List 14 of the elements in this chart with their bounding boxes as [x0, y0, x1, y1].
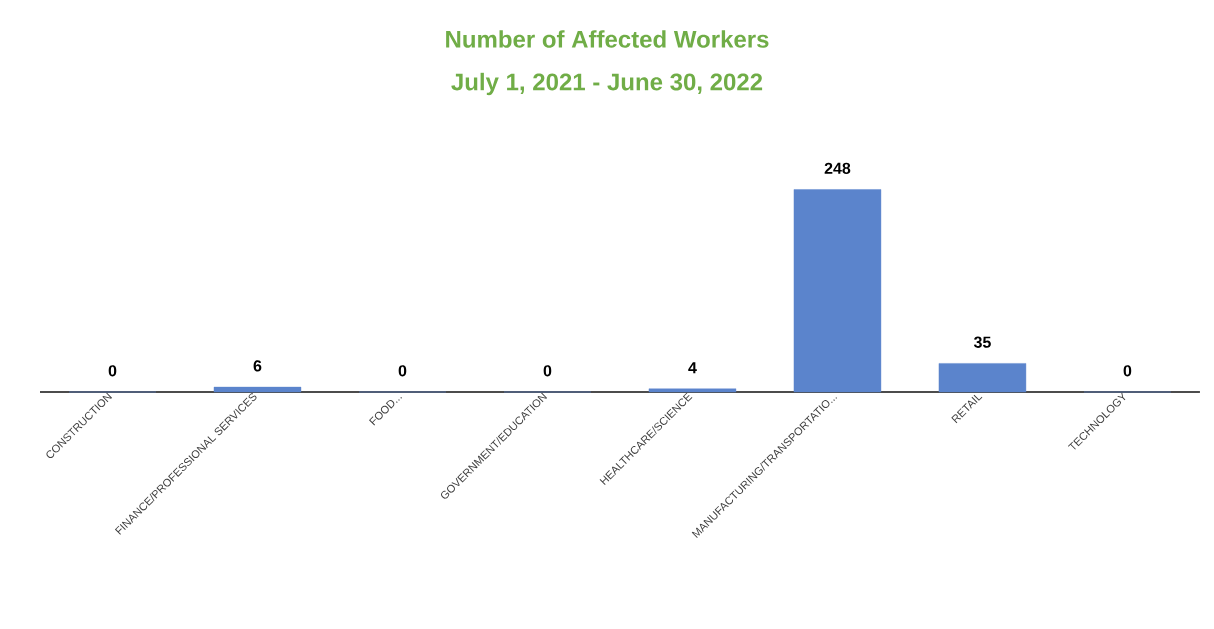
bar — [793, 189, 882, 393]
data-label: 248 — [824, 162, 851, 174]
data-label: 35 — [973, 336, 991, 348]
bar — [938, 363, 1027, 393]
data-label: 0 — [1123, 365, 1132, 377]
chart-title: Number of Affected Workers — [446, 30, 769, 48]
bar — [213, 386, 302, 393]
chart-subtitle: July 1, 2021 - June 30, 2022 — [451, 72, 763, 96]
data-label: 0 — [398, 365, 407, 377]
bar — [648, 388, 737, 393]
data-label: 6 — [253, 360, 262, 372]
data-label: 0 — [543, 365, 552, 377]
data-label: 4 — [688, 362, 697, 374]
data-label: 0 — [108, 365, 117, 377]
